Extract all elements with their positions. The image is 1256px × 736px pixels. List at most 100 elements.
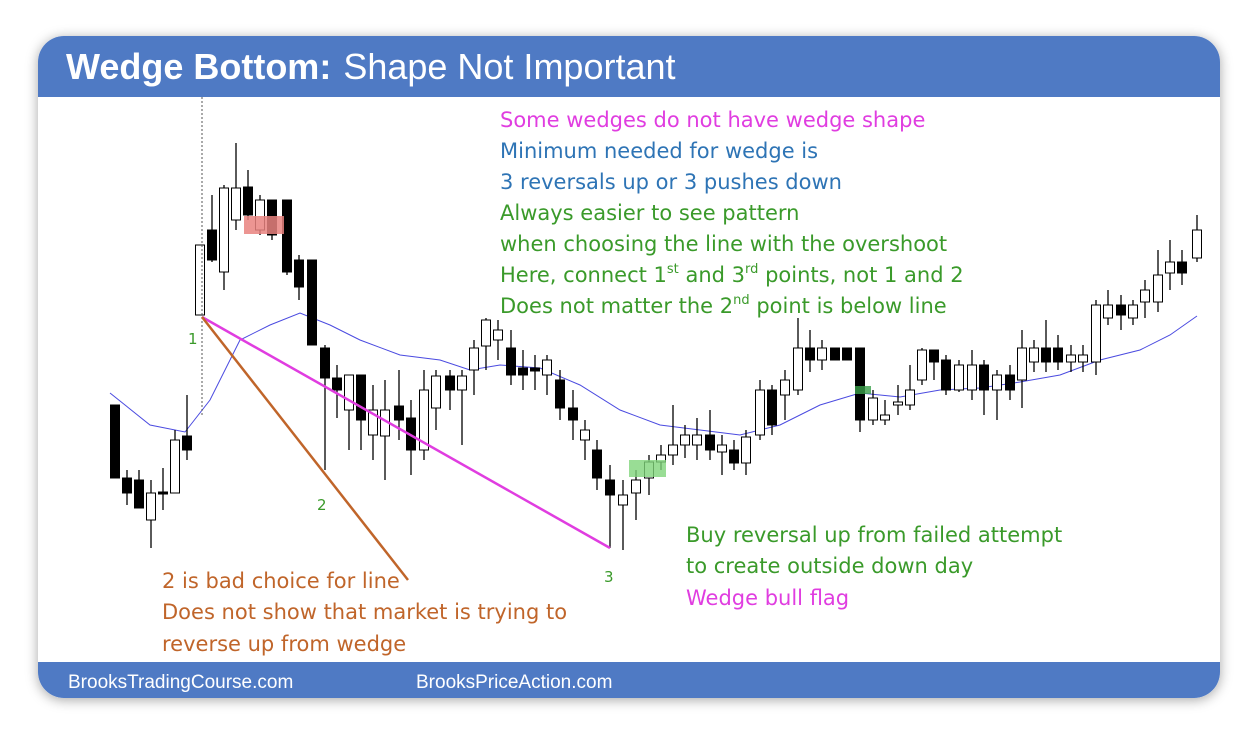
candle-body <box>767 389 777 426</box>
candle-body <box>368 409 378 436</box>
candle-body <box>182 435 192 451</box>
note-text: Always easier to see pattern <box>500 201 799 225</box>
note: Does not show that market is trying to <box>162 600 567 624</box>
note: 2 is bad choice for line <box>162 569 400 593</box>
candle-body <box>122 477 132 494</box>
footer-link[interactable]: BrooksPriceAction.com <box>416 672 612 693</box>
candle-body <box>954 364 964 391</box>
note: Here, connect 1st and 3rd points, not 1 … <box>500 262 964 287</box>
candle-body <box>692 434 702 446</box>
note-text: point is below line <box>750 294 947 318</box>
wedge-line <box>201 315 611 550</box>
candle-body <box>243 186 253 216</box>
candle-body <box>705 434 715 451</box>
candle-body <box>307 259 317 346</box>
footer-bar <box>38 662 1220 698</box>
candle-body <box>320 347 330 379</box>
title: Wedge Bottom: Shape Not Important <box>66 46 676 87</box>
price-chart <box>109 143 1202 550</box>
candle-body <box>207 229 217 261</box>
candle-body <box>1103 304 1113 319</box>
candle-body <box>842 347 852 361</box>
green-highlight <box>629 460 666 477</box>
candle-body <box>146 492 156 521</box>
note: Buy reversal up from failed attempt <box>686 523 1062 547</box>
candle-body <box>817 347 827 361</box>
candle-body <box>741 436 751 464</box>
candle-body <box>170 439 180 494</box>
candle-body <box>506 347 516 376</box>
title-bold: Wedge Bottom: <box>66 46 331 87</box>
candle-body <box>917 349 927 381</box>
candle-body <box>1078 354 1088 363</box>
candle-body <box>542 359 552 376</box>
candle-body <box>755 389 765 436</box>
candle-body <box>580 429 590 441</box>
candle-body <box>195 244 205 316</box>
candle-body <box>1066 354 1076 363</box>
candle-body <box>158 491 168 495</box>
candle-body <box>394 405 404 421</box>
candle-body <box>1140 289 1150 303</box>
candle-body <box>493 329 503 341</box>
candle-body <box>518 367 528 376</box>
bad-line <box>201 316 409 581</box>
candle-body <box>219 187 229 273</box>
candle-body <box>855 347 865 421</box>
candle-body <box>830 347 840 361</box>
note-text: Minimum needed for wedge is <box>500 139 818 163</box>
candle-body <box>618 494 628 506</box>
note: reverse up from wedge <box>162 632 406 656</box>
candle-body <box>1005 374 1015 391</box>
superscript: st <box>667 262 679 277</box>
candle-body <box>793 347 803 391</box>
note-text: and 3 <box>679 263 745 287</box>
candle-body <box>1165 261 1175 274</box>
point-label: 2 <box>317 496 327 514</box>
green-highlight <box>855 386 871 394</box>
candle-body <box>805 347 815 361</box>
candle-body <box>905 389 915 406</box>
note: Always easier to see pattern <box>500 201 799 225</box>
note: Does not matter the 2nd point is below l… <box>500 293 947 318</box>
candle-body <box>1153 274 1163 303</box>
candle-body <box>605 479 615 496</box>
note: when choosing the line with the overshoo… <box>500 232 947 256</box>
candle-body <box>680 434 690 446</box>
candle-body <box>555 379 565 409</box>
candle-body <box>294 259 304 288</box>
candle-body <box>868 397 878 421</box>
candle-body <box>979 364 989 391</box>
note-text: Some wedges do not have wedge shape <box>500 108 925 132</box>
candle-body <box>1053 347 1063 363</box>
candle-body <box>929 349 939 363</box>
candle-body <box>967 364 977 391</box>
candle-body <box>282 199 292 273</box>
red-highlight <box>244 216 284 234</box>
candle-body <box>469 347 479 371</box>
candle-body <box>445 375 455 391</box>
candle-body <box>1116 304 1126 316</box>
candle-body <box>1177 261 1187 274</box>
candle-body <box>1192 229 1202 259</box>
note-text: 3 reversals up or 3 pushes down <box>500 170 842 194</box>
note: Wedge bull flag <box>686 586 849 610</box>
candle-body <box>729 449 739 464</box>
candle-body <box>481 319 491 347</box>
candle-body <box>631 479 641 494</box>
point-label: 1 <box>188 330 198 348</box>
title-rest: Shape Not Important <box>343 46 675 87</box>
candle-body <box>231 187 241 221</box>
note: Some wedges do not have wedge shape <box>500 108 925 132</box>
candle-body <box>530 367 540 372</box>
note: 3 reversals up or 3 pushes down <box>500 170 842 194</box>
note-text: Does not matter the 2 <box>500 294 733 318</box>
candle-body <box>1017 347 1027 381</box>
candle-body <box>1128 304 1138 319</box>
card <box>38 36 1220 698</box>
candle-body <box>880 414 890 421</box>
candle-body <box>1091 304 1101 363</box>
candle-body <box>717 444 727 453</box>
candle-body <box>332 377 342 391</box>
footer-link[interactable]: BrooksTradingCourse.com <box>68 672 293 693</box>
